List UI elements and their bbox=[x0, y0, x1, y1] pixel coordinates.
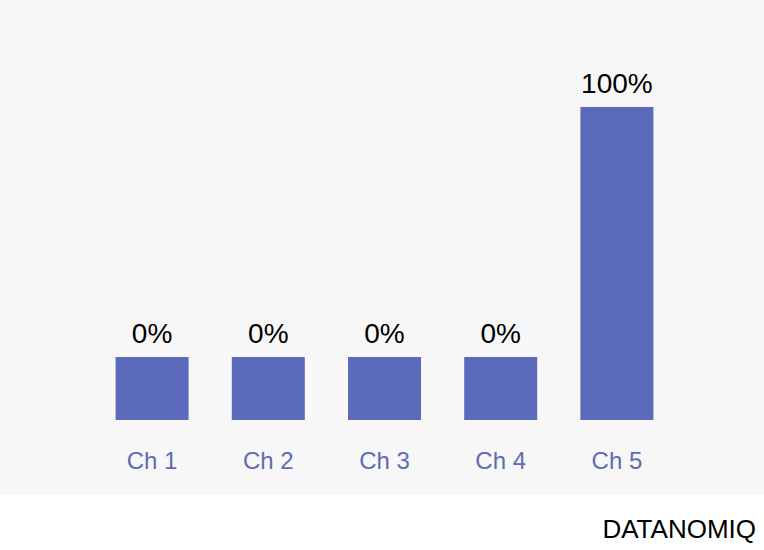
svg-text:Ch 4: Ch 4 bbox=[475, 447, 526, 474]
svg-text:Ch 1: Ch 1 bbox=[127, 447, 178, 474]
svg-text:Ch 2: Ch 2 bbox=[243, 447, 294, 474]
svg-text:0%: 0% bbox=[364, 318, 404, 349]
svg-text:DATANOMIQ: DATANOMIQ bbox=[602, 514, 756, 544]
svg-text:0%: 0% bbox=[132, 318, 172, 349]
svg-text:0%: 0% bbox=[480, 318, 520, 349]
svg-text:100%: 100% bbox=[581, 68, 653, 99]
svg-text:Ch 3: Ch 3 bbox=[359, 447, 410, 474]
svg-text:0%: 0% bbox=[248, 318, 288, 349]
svg-text:Ch 5: Ch 5 bbox=[592, 447, 643, 474]
